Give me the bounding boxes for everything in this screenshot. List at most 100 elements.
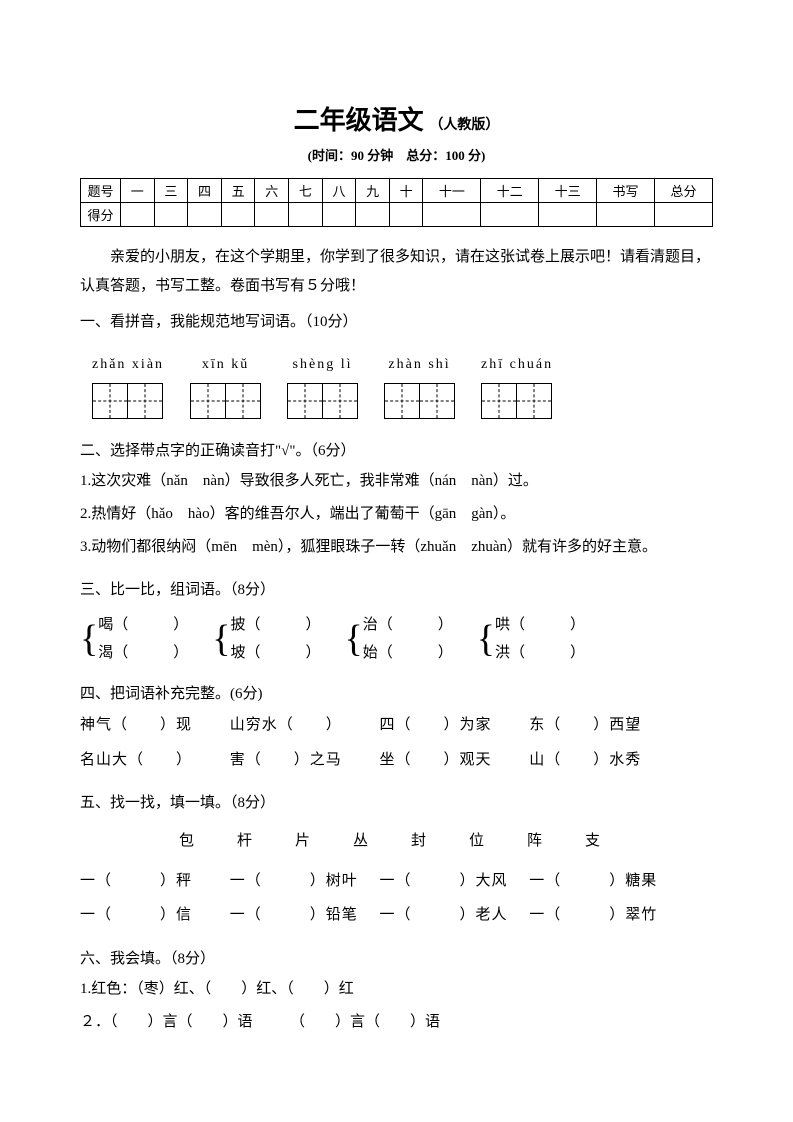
- pair-group: { 喝（ ）渴（ ）: [80, 611, 188, 668]
- section-6: 六、我会填。（8分） 1.红色：（枣）红、（ ）红、（ ）红 ２．（ ）言（ ）…: [80, 945, 713, 1040]
- th: 一: [121, 179, 155, 203]
- th: 五: [221, 179, 255, 203]
- edition-label: （人教版）: [429, 118, 499, 133]
- pair-item: 治（ ）: [363, 611, 453, 640]
- row-label: 得分: [81, 203, 121, 227]
- section-head: 一、看拼音，我能规范地写词语。（10分）: [80, 308, 713, 337]
- fill-item: 一（ ）翠竹: [529, 898, 674, 933]
- th: 七: [289, 179, 323, 203]
- char-box: [481, 383, 517, 419]
- char-box: [92, 383, 128, 419]
- pair-item: 始（ ）: [363, 639, 453, 668]
- pair-item: 披（ ）: [231, 611, 321, 640]
- pinyin-text: zhǎn xiàn: [92, 351, 164, 379]
- fill-item: 山（ ）水秀: [529, 743, 674, 778]
- fill-item: 坐（ ）观天: [380, 743, 525, 778]
- fill-item: 一（ ）大风: [380, 864, 525, 899]
- fill-row: 神气（ ）现 山穷水（ ） 四（ ）为家 东（ ）西望: [80, 708, 713, 743]
- pinyin-text: zhàn shì: [384, 351, 455, 379]
- title-block: 二年级语文 （人教版）: [80, 100, 713, 137]
- fill-item: 四（ ）为家: [380, 708, 525, 743]
- pinyin-block: zhī chuán: [481, 351, 553, 419]
- fill-row: 名山大（ ） 害（ ）之马 坐（ ）观天 山（ ）水秀: [80, 743, 713, 778]
- fill-item: 东（ ）西望: [529, 708, 674, 743]
- th: 十三: [539, 179, 597, 203]
- th: 题号: [81, 179, 121, 203]
- pair-item: 渴（ ）: [98, 639, 188, 668]
- fill-item: 一（ ）树叶: [230, 864, 375, 899]
- brace-icon: {: [80, 611, 98, 668]
- char-bank: 包 杆 片 丛 封 位 阵 支: [80, 826, 713, 856]
- score-table: 题号 一 三 四 五 六 七 八 九 十 十一 十二 十三 书写 总分 得分: [80, 178, 713, 227]
- pinyin-row: zhǎn xiàn xīn kǔ shèng lì zhàn shì zhī c…: [92, 351, 713, 419]
- fill-item: 一（ ）信: [80, 898, 225, 933]
- fill-item: 一（ ）秤: [80, 864, 225, 899]
- pair-group: { 治（ ）始（ ）: [345, 611, 453, 668]
- fill-item: 一（ ）糖果: [529, 864, 674, 899]
- brace-icon: {: [212, 611, 230, 668]
- fill-item: 一（ ）铅笔: [230, 898, 375, 933]
- th: 六: [255, 179, 289, 203]
- char-box: [516, 383, 552, 419]
- th: 十: [389, 179, 423, 203]
- th: 十二: [481, 179, 539, 203]
- fill-item: 神气（ ）现: [80, 708, 225, 743]
- question-item: 3.动物们都很纳闷（mēn mèn），狐狸眼珠子一转（zhuǎn zhuàn）就…: [80, 531, 713, 564]
- brace-icon: {: [477, 611, 495, 668]
- section-2: 二、选择带点字的正确读音打"√"。（6分） 1.这次灾难（nǎn nàn）导致很…: [80, 437, 713, 565]
- brace-icon: {: [345, 611, 363, 668]
- section-head: 四、把词语补充完整。(6分): [80, 680, 713, 709]
- char-box: [322, 383, 358, 419]
- time-score: (时间：90 分钟 总分：100 分): [80, 145, 713, 164]
- fill-item: 害（ ）之马: [230, 743, 375, 778]
- table-row: 得分: [81, 203, 713, 227]
- fill-item: 山穷水（ ）: [230, 708, 375, 743]
- pair-item: 喝（ ）: [98, 611, 188, 640]
- pinyin-block: shèng lì: [287, 351, 358, 419]
- pair-item: 坡（ ）: [231, 639, 321, 668]
- section-head: 二、选择带点字的正确读音打"√"。（6分）: [80, 437, 713, 466]
- th: 总分: [654, 179, 712, 203]
- section-head: 六、我会填。（8分）: [80, 945, 713, 974]
- th: 书写: [597, 179, 655, 203]
- pinyin-block: zhǎn xiàn: [92, 351, 164, 419]
- pair-item: 洪（ ）: [495, 639, 585, 668]
- fill-row: 一（ ）信 一（ ）铅笔 一（ ）老人 一（ ）翠竹: [80, 898, 713, 933]
- th: 十一: [423, 179, 481, 203]
- fill-item: 一（ ）老人: [380, 898, 525, 933]
- question-item: ２．（ ）言（ ）语 （ ）言（ ）语: [80, 1006, 713, 1039]
- section-5: 五、找一找，填一填。（8分） 包 杆 片 丛 封 位 阵 支 一（ ）秤 一（ …: [80, 789, 713, 933]
- section-3: 三、比一比，组词语。（8分） { 喝（ ）渴（ ） { 披（ ）坡（ ） { 治…: [80, 576, 713, 668]
- char-box: [384, 383, 420, 419]
- pinyin-text: shèng lì: [287, 351, 358, 379]
- fill-row: 一（ ）秤 一（ ）树叶 一（ ）大风 一（ ）糖果: [80, 864, 713, 899]
- question-item: 2.热情好（hǎo hào）客的维吾尔人，端出了葡萄干（gān gàn）。: [80, 498, 713, 531]
- pinyin-text: xīn kǔ: [190, 351, 261, 379]
- main-title: 二年级语文: [294, 106, 424, 135]
- th: 九: [356, 179, 390, 203]
- pair-item: 哄（ ）: [495, 611, 585, 640]
- section-head: 五、找一找，填一填。（8分）: [80, 789, 713, 818]
- char-box: [225, 383, 261, 419]
- question-item: 1.红色：（枣）红、（ ）红、（ ）红: [80, 973, 713, 1006]
- char-box: [190, 383, 226, 419]
- pinyin-block: xīn kǔ: [190, 351, 261, 419]
- table-row: 题号 一 三 四 五 六 七 八 九 十 十一 十二 十三 书写 总分: [81, 179, 713, 203]
- char-box: [419, 383, 455, 419]
- char-box: [287, 383, 323, 419]
- fill-item: 名山大（ ）: [80, 743, 225, 778]
- pinyin-block: zhàn shì: [384, 351, 455, 419]
- th: 三: [154, 179, 188, 203]
- pinyin-text: zhī chuán: [481, 351, 553, 379]
- char-box: [127, 383, 163, 419]
- pair-group: { 披（ ）坡（ ）: [212, 611, 320, 668]
- section-head: 三、比一比，组词语。（8分）: [80, 576, 713, 605]
- section-1: 一、看拼音，我能规范地写词语。（10分） zhǎn xiàn xīn kǔ sh…: [80, 308, 713, 419]
- section-4: 四、把词语补充完整。(6分) 神气（ ）现 山穷水（ ） 四（ ）为家 东（ ）…: [80, 680, 713, 778]
- intro-text: 亲爱的小朋友，在这个学期里，你学到了很多知识，请在这张试卷上展示吧！请看清题目，…: [80, 243, 713, 300]
- th: 四: [188, 179, 222, 203]
- th: 八: [322, 179, 356, 203]
- pair-row: { 喝（ ）渴（ ） { 披（ ）坡（ ） { 治（ ）始（ ） { 哄（ ）洪…: [80, 611, 713, 668]
- pair-group: { 哄（ ）洪（ ）: [477, 611, 585, 668]
- question-item: 1.这次灾难（nǎn nàn）导致很多人死亡，我非常难（nán nàn）过。: [80, 465, 713, 498]
